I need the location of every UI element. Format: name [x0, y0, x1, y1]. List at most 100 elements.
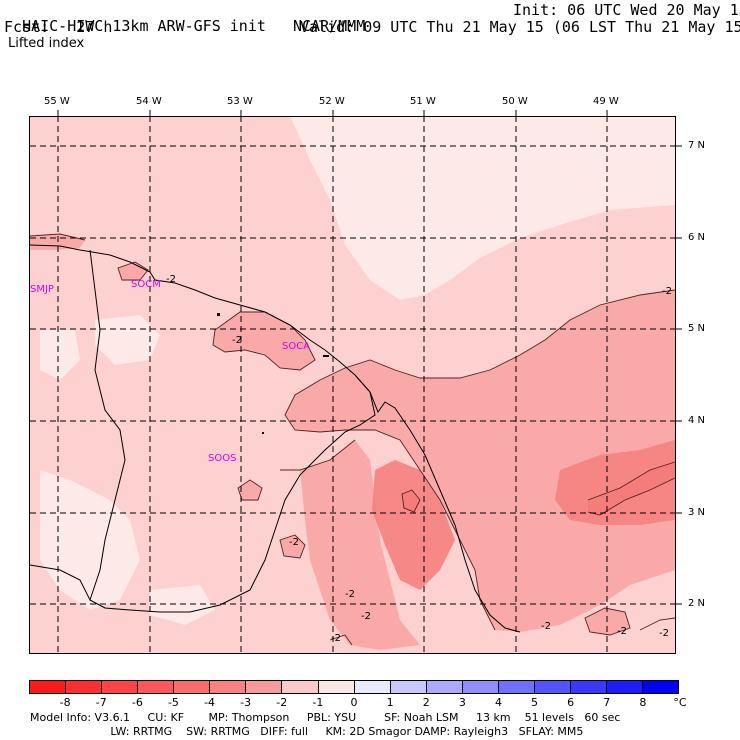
- colorbar-cell: [282, 681, 319, 693]
- colorbar-tick-label: 3: [458, 696, 466, 709]
- valid-time: Valid: 09 UTC Thu 21 May 15 (06 LST Thu …: [300, 18, 740, 36]
- contour-line-1: [284, 289, 676, 631]
- colorbar-tick-label: -1: [312, 696, 324, 709]
- contour-line-8: [584, 607, 631, 636]
- colorbar-cell: [570, 681, 607, 693]
- colorbar-cell: [174, 681, 211, 693]
- colorbar-unit: °C: [673, 696, 687, 709]
- contour-label: -2: [331, 633, 341, 644]
- colorbar: [29, 680, 679, 694]
- colorbar-cell: [246, 681, 283, 693]
- very-light-patch-2: [40, 330, 80, 380]
- medium-patch-inland: [238, 480, 262, 500]
- lon-label-52w: 52 W: [319, 96, 345, 107]
- dark-streak-east: [588, 462, 675, 515]
- map-frame: [29, 116, 676, 654]
- colorbar-tick-label: 4: [494, 696, 502, 709]
- colorbar-tick-label: 5: [531, 696, 539, 709]
- colorbar-tick-label: 0: [350, 696, 358, 709]
- colorbar-tick-label: 2: [422, 696, 430, 709]
- lat-label-3n: 3 N: [688, 507, 706, 518]
- station-marker-1: [217, 313, 220, 316]
- lon-label-53w: 53 W: [227, 96, 253, 107]
- lat-label-2n: 2 N: [688, 598, 706, 609]
- init-time: Init: 06 UTC Wed 20 May 15: [513, 1, 740, 19]
- station-label-soos: SOOS: [208, 453, 237, 464]
- colorbar-cell: [318, 681, 355, 693]
- colorbar-tick-label: 6: [567, 696, 575, 709]
- axis-ticks: [57, 110, 682, 605]
- colorbar-cell: [498, 681, 535, 693]
- field-name: Lifted index: [8, 36, 85, 51]
- org-name: NCAR/MMM: [293, 17, 366, 35]
- contour-line-11: [639, 617, 676, 631]
- lon-label-50w: 50 W: [502, 96, 528, 107]
- station-marker-2: [323, 355, 329, 357]
- very-light-region-north: [290, 116, 675, 300]
- model-info-line1: Model Info: V3.6.1 CU: KF MP: Thompson P…: [30, 711, 621, 724]
- contour-line-5: [279, 534, 306, 559]
- very-light-patch-3: [150, 585, 215, 625]
- contour-line-6: [401, 489, 421, 513]
- medium-patch-coast-w: [118, 262, 148, 280]
- station-label-socm: SOCM: [131, 279, 161, 290]
- colorbar-tick-label: -7: [95, 696, 107, 709]
- colorbar-cell: [354, 681, 391, 693]
- lat-label-5n: 5 N: [688, 323, 706, 334]
- colorbar-cell: [66, 681, 103, 693]
- colorbar-tick-label: -5: [167, 696, 179, 709]
- contour-label: -2: [617, 626, 627, 637]
- station-label-soca: SOCA: [282, 341, 311, 352]
- colorbar-cell: [426, 681, 463, 693]
- lat-label-7n: 7 N: [688, 140, 706, 151]
- colorbar-tick-label: 1: [386, 696, 394, 709]
- contour-label: -2: [166, 274, 176, 285]
- very-light-region-land: [40, 470, 140, 610]
- colorbar-tick-label: -8: [59, 696, 71, 709]
- contour-label: -2: [659, 628, 669, 639]
- very-light-patch-1: [95, 315, 160, 365]
- model-info-line2: LW: RRTMG SW: RRTMG DIFF: full KM: 2D Sm…: [30, 725, 584, 738]
- contour-line-9: [280, 439, 356, 471]
- colorbar-tick-label: -3: [240, 696, 252, 709]
- contour-label: -2: [541, 621, 551, 632]
- colorbar-cell: [534, 681, 571, 693]
- dark-patch-small: [402, 490, 420, 512]
- model-title: HAIC-HIWC 13km ARW-GFS init NCAR/MMM: [4, 2, 365, 34]
- station-marker-3: [262, 432, 264, 434]
- colorbar-tick-label: -2: [276, 696, 288, 709]
- colorbar-cell: [138, 681, 175, 693]
- lat-label-4n: 4 N: [688, 415, 706, 426]
- contour-label: -2: [361, 611, 371, 622]
- colorbar-tick-label: 8: [639, 696, 647, 709]
- contour-label: -2: [232, 335, 242, 346]
- colorbar-tick-label: 7: [603, 696, 611, 709]
- colorbar-cell: [102, 681, 139, 693]
- colorbar-cell: [462, 681, 499, 693]
- medium-patch-socm: [213, 312, 315, 370]
- colorbar-cell: [390, 681, 427, 693]
- contour-label: -2: [662, 286, 672, 297]
- colorbar-cell: [210, 681, 247, 693]
- contour-line-12: [29, 233, 86, 241]
- contour-label: -2: [345, 589, 355, 600]
- contour-line-10: [329, 634, 353, 646]
- lon-label-54w: 54 W: [136, 96, 162, 107]
- contour-label: -2: [289, 537, 299, 548]
- colorbar-tick-label: -6: [131, 696, 143, 709]
- station-markers: [217, 313, 329, 434]
- medium-region-south: [300, 440, 420, 650]
- forecast-hour: Fcst: 27 h: [4, 18, 113, 36]
- lon-label-49w: 49 W: [593, 96, 619, 107]
- station-label-smjp: SMJP: [30, 284, 54, 295]
- lat-label-6n: 6 N: [688, 232, 706, 243]
- colorbar-cell: [643, 681, 679, 693]
- medium-region-ocean: [285, 290, 675, 632]
- colorbar-cell: [607, 681, 644, 693]
- contour-line-7: [587, 461, 676, 516]
- latlon-grid: [30, 116, 675, 653]
- medium-patch-south: [280, 535, 305, 558]
- model-name: HAIC-HIWC 13km ARW-GFS init: [22, 17, 266, 35]
- lon-label-51w: 51 W: [410, 96, 436, 107]
